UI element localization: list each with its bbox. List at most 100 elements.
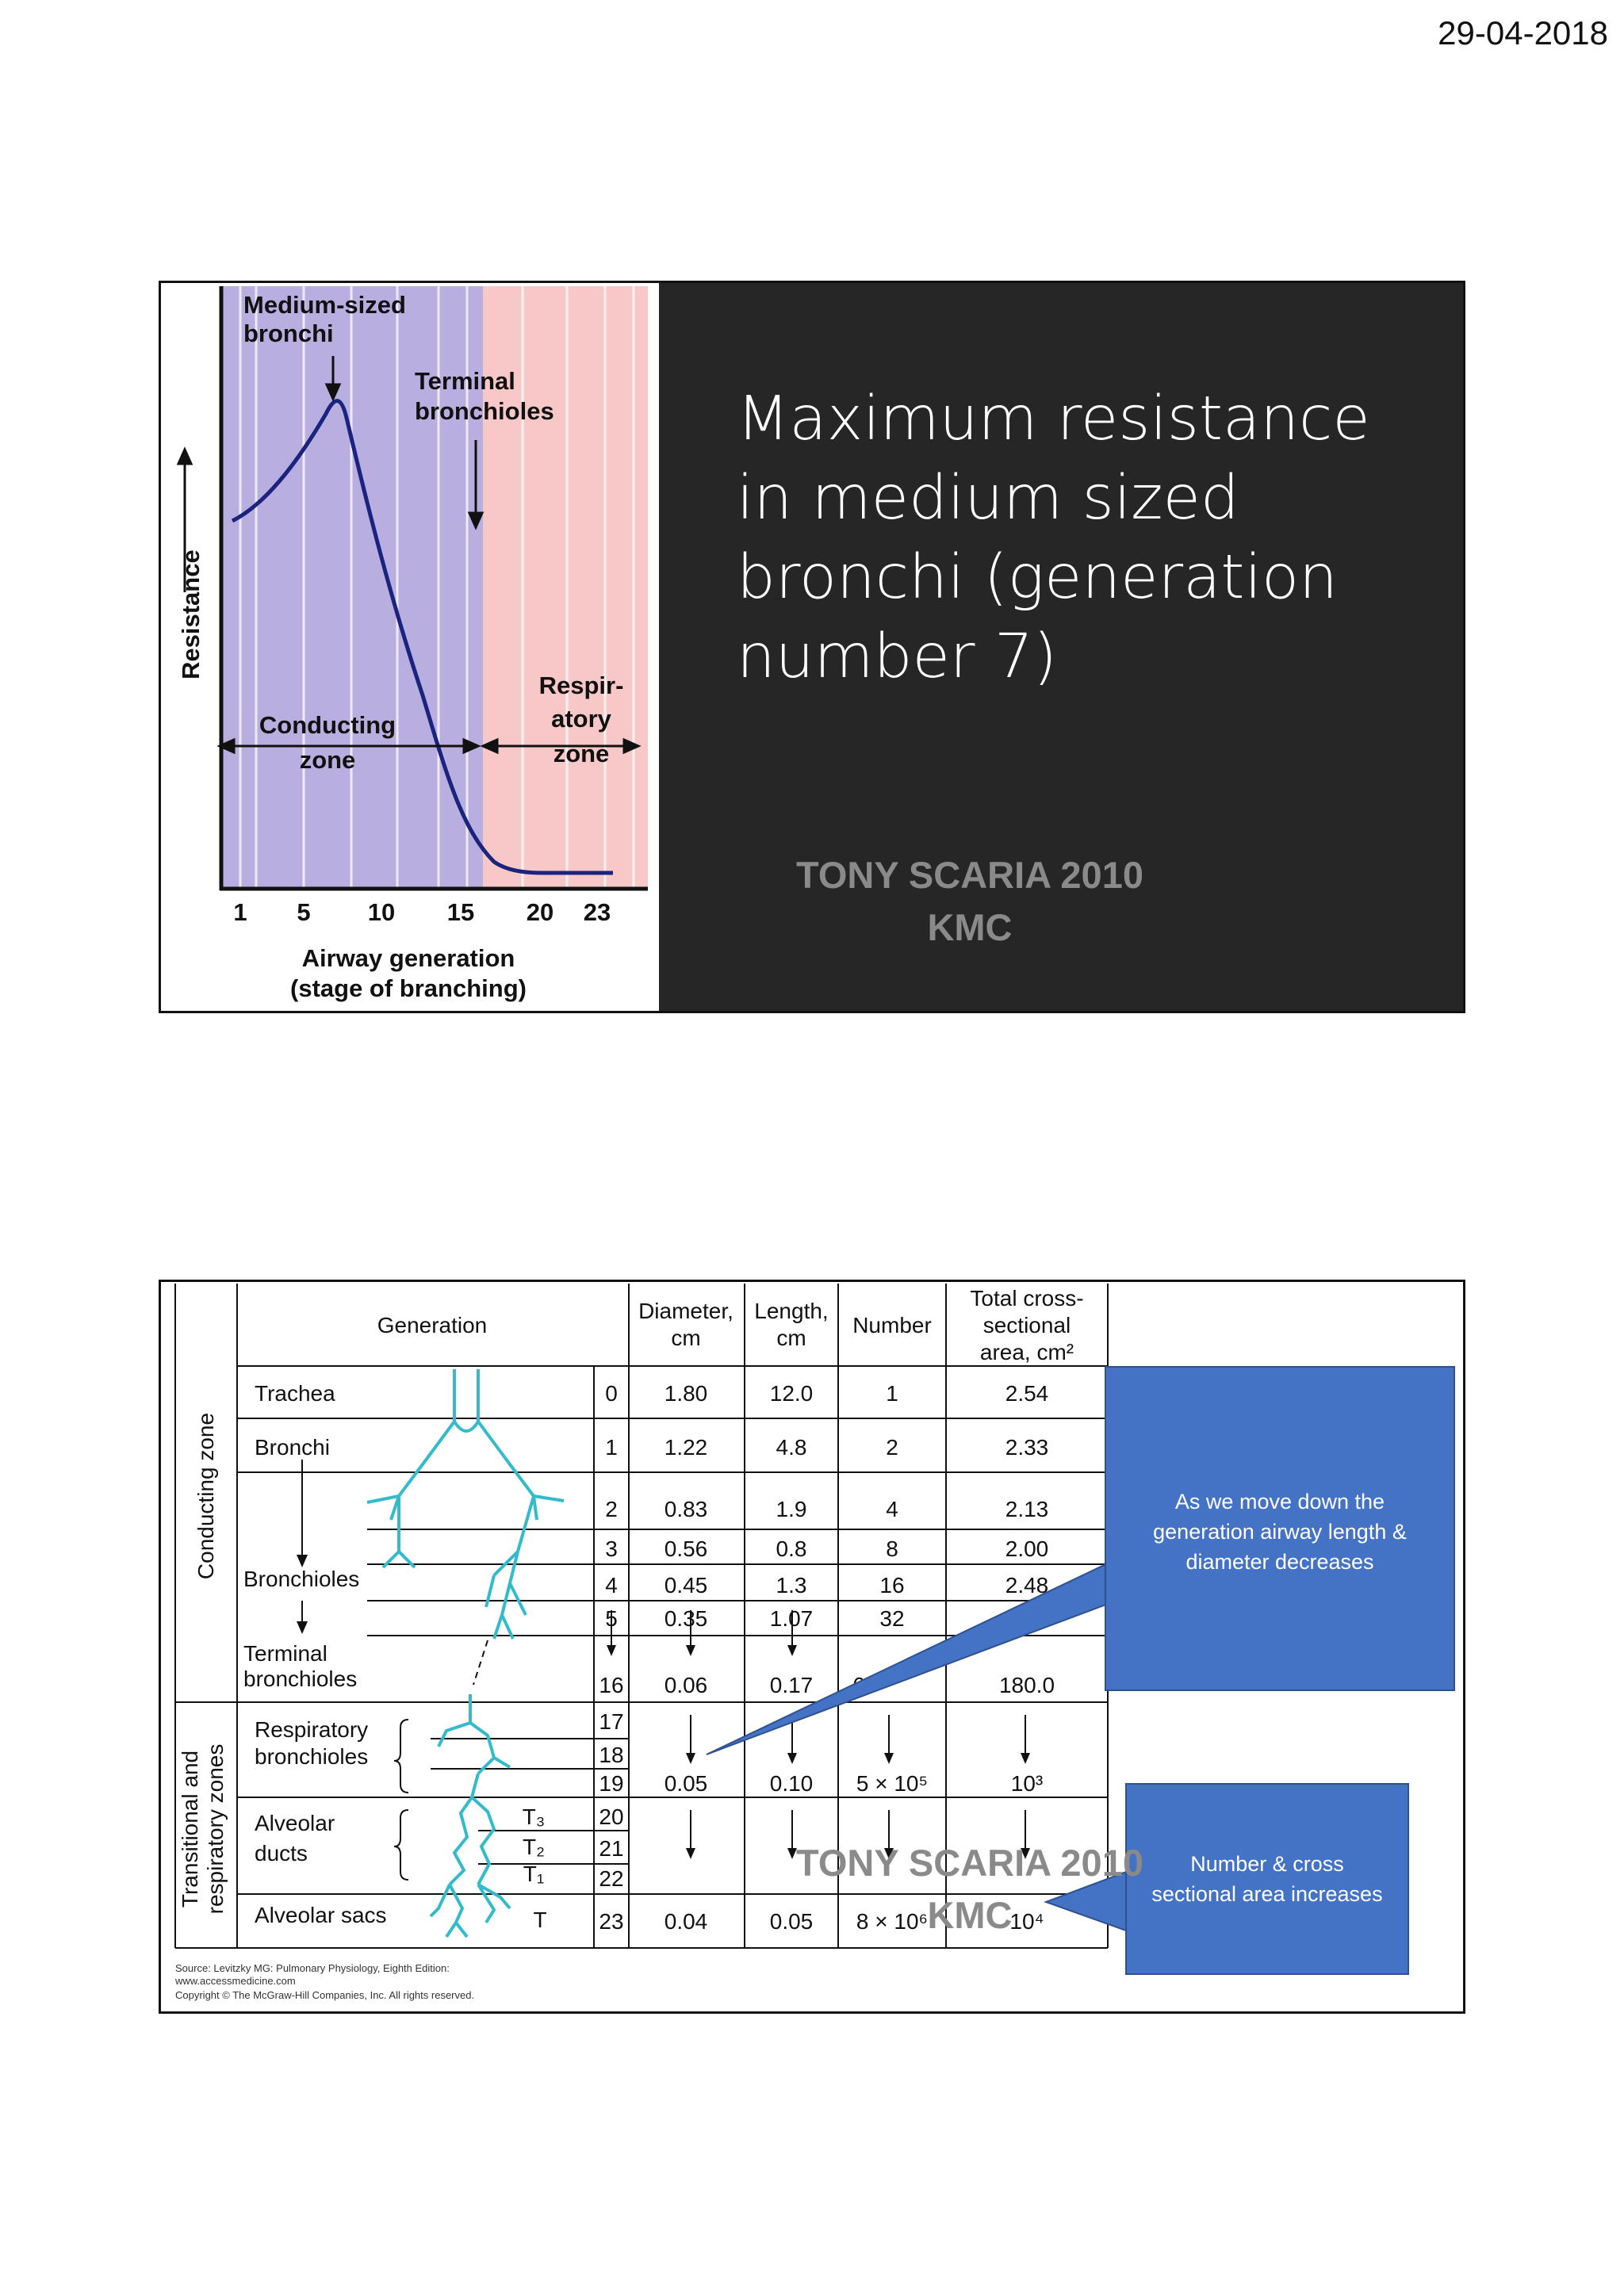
label-conducting-line2: zone [300,746,356,774]
cell-gen-1: 1 [605,1435,618,1460]
x-tick-20: 20 [527,898,553,926]
label-arrows [176,356,642,755]
header-generation: Generation [377,1313,488,1337]
x-tick-15: 15 [447,898,474,926]
cell-diameter-16: 0.06 [665,1673,708,1697]
row-name-terminal-line2: bronchioles [243,1667,357,1691]
header-area-line1: Total cross- [970,1286,1083,1311]
cell-number-1: 2 [886,1435,898,1460]
watermark-line2: KMC [927,906,1013,948]
cell-length-16: 0.17 [770,1673,814,1697]
label-respiratory-line2: atory [551,705,612,733]
cell-number-23: 8 × 10⁶ [856,1909,928,1934]
header-length-line1: Length, [754,1299,828,1323]
cell-length-0: 12.0 [770,1381,814,1406]
cell-gen-3: 3 [605,1536,618,1561]
slide-resistance: Medium-sized bronchi Terminal bronchiole… [159,281,1465,1013]
row-sub-t2: T₂ [523,1835,545,1859]
cell-length-4: 1.3 [776,1573,807,1598]
cell-length-23: 0.05 [770,1909,814,1934]
label-terminal-line1: Terminal [415,367,515,395]
cell-area-3: 2.00 [1005,1536,1049,1561]
row-name-trachea: Trachea [255,1381,335,1406]
label-respiratory-line1: Respir- [539,672,624,699]
resistance-diagram: Medium-sized bronchi Terminal bronchiole… [176,286,648,1002]
row-name-respiratory-line2: bronchioles [255,1744,368,1769]
header-area-line2: sectional [983,1313,1071,1337]
cell-gen-17: 17 [599,1709,623,1734]
row-name-alveolar-ducts-line2: ducts [255,1841,308,1866]
row-sub-t3: T₃ [523,1804,546,1829]
cell-length-1: 4.8 [776,1435,807,1460]
source-line3: Copyright © The McGraw-Hill Companies, I… [175,1989,474,2001]
cell-area-19: 10³ [1011,1771,1043,1796]
cell-length-3: 0.8 [776,1536,807,1561]
cell-number-5: 32 [879,1606,904,1631]
label-terminal-line2: bronchioles [415,397,554,425]
cell-area-4: 2.48 [1005,1573,1049,1598]
label-medium-line2: bronchi [243,320,334,347]
cell-gen-4: 4 [605,1573,618,1598]
cell-gen-22: 22 [599,1866,623,1891]
header-number: Number [852,1313,932,1337]
cell-diameter-2: 0.83 [665,1497,708,1521]
slide-title: Maximum resistance in medium sized bronc… [737,384,1370,692]
watermark-slide2: TONY SCARIA 2010 KMC [653,1837,1287,1942]
header-length-line2: cm [776,1326,806,1350]
source-line1: Source: Levitzky MG: Pulmonary Physiolog… [175,1962,450,1974]
cell-area-16: 180.0 [999,1673,1055,1697]
callout-length-diameter: As we move down the generation airway le… [1105,1366,1455,1691]
cell-diameter-1: 1.22 [665,1435,708,1460]
y-axis-label: Resistance [177,549,205,679]
cell-number-4: 16 [879,1573,904,1598]
source-line2: www.accessmedicine.com [174,1975,296,1987]
row-name-alveolar-sacs: Alveolar sacs [255,1903,387,1927]
cell-diameter-19: 0.05 [665,1771,708,1796]
x-tick-5: 5 [297,898,310,926]
cell-diameter-4: 0.45 [665,1573,708,1598]
zone-transitional-line2: respiratory zones [203,1744,228,1915]
cell-number-19: 5 × 10⁵ [856,1771,928,1796]
x-tick-1: 1 [233,898,247,926]
row-name-respiratory-line1: Respiratory [255,1717,368,1742]
cell-gen-16: 16 [599,1673,623,1697]
cell-area-1: 2.33 [1005,1435,1049,1460]
cell-length-2: 1.9 [776,1497,807,1521]
row-name-alveolar-ducts-line1: Alveolar [255,1811,335,1835]
zone-transitional-line1: Transitional and [178,1751,202,1908]
x-tick-10: 10 [368,898,395,926]
row-sub-t1: T₁ [523,1862,545,1886]
vertical-gridlines [239,286,635,889]
cell-length-5: 1.07 [770,1606,814,1631]
cell-diameter-0: 1.80 [665,1381,708,1406]
down-arrows [297,1555,1030,1859]
cell-gen-20: 20 [599,1804,623,1829]
label-respiratory-line3: zone [553,740,610,767]
label-medium-line1: Medium-sized [243,291,406,319]
x-axis-label-line1: Airway generation [302,944,515,972]
watermark-slide1: TONY SCARIA 2010 KMC [653,849,1287,954]
x-tick-23: 23 [584,898,611,926]
watermark-line1: TONY SCARIA 2010 [796,854,1143,896]
cell-gen-19: 19 [599,1771,623,1796]
cell-area-2: 2.13 [1005,1497,1049,1521]
resistance-figure: Medium-sized bronchi Terminal bronchiole… [161,283,659,1011]
cell-length-19: 0.10 [770,1771,814,1796]
header-area-line3: area, cm² [980,1340,1074,1364]
cell-gen-21: 21 [599,1836,623,1861]
header-diameter-line2: cm [671,1326,700,1350]
airway-tree-illustration [366,1369,565,1938]
slide-airway-table: Generation Diameter, cm Length, cm Numbe… [159,1280,1465,2014]
row-sub-t: T [533,1908,546,1932]
cell-number-3: 8 [886,1536,898,1561]
zone-conducting: Conducting zone [193,1413,218,1579]
watermark-line2: KMC [927,1894,1013,1936]
cell-gen-23: 23 [599,1909,623,1934]
cell-gen-0: 0 [605,1381,618,1406]
cell-gen-5: 5 [605,1606,618,1631]
date-stamp: 29-04-2018 [1438,14,1608,52]
cell-number-0: 1 [886,1381,898,1406]
label-conducting-line1: Conducting [259,711,396,739]
cell-diameter-23: 0.04 [665,1909,708,1934]
resistance-curve [231,399,613,875]
